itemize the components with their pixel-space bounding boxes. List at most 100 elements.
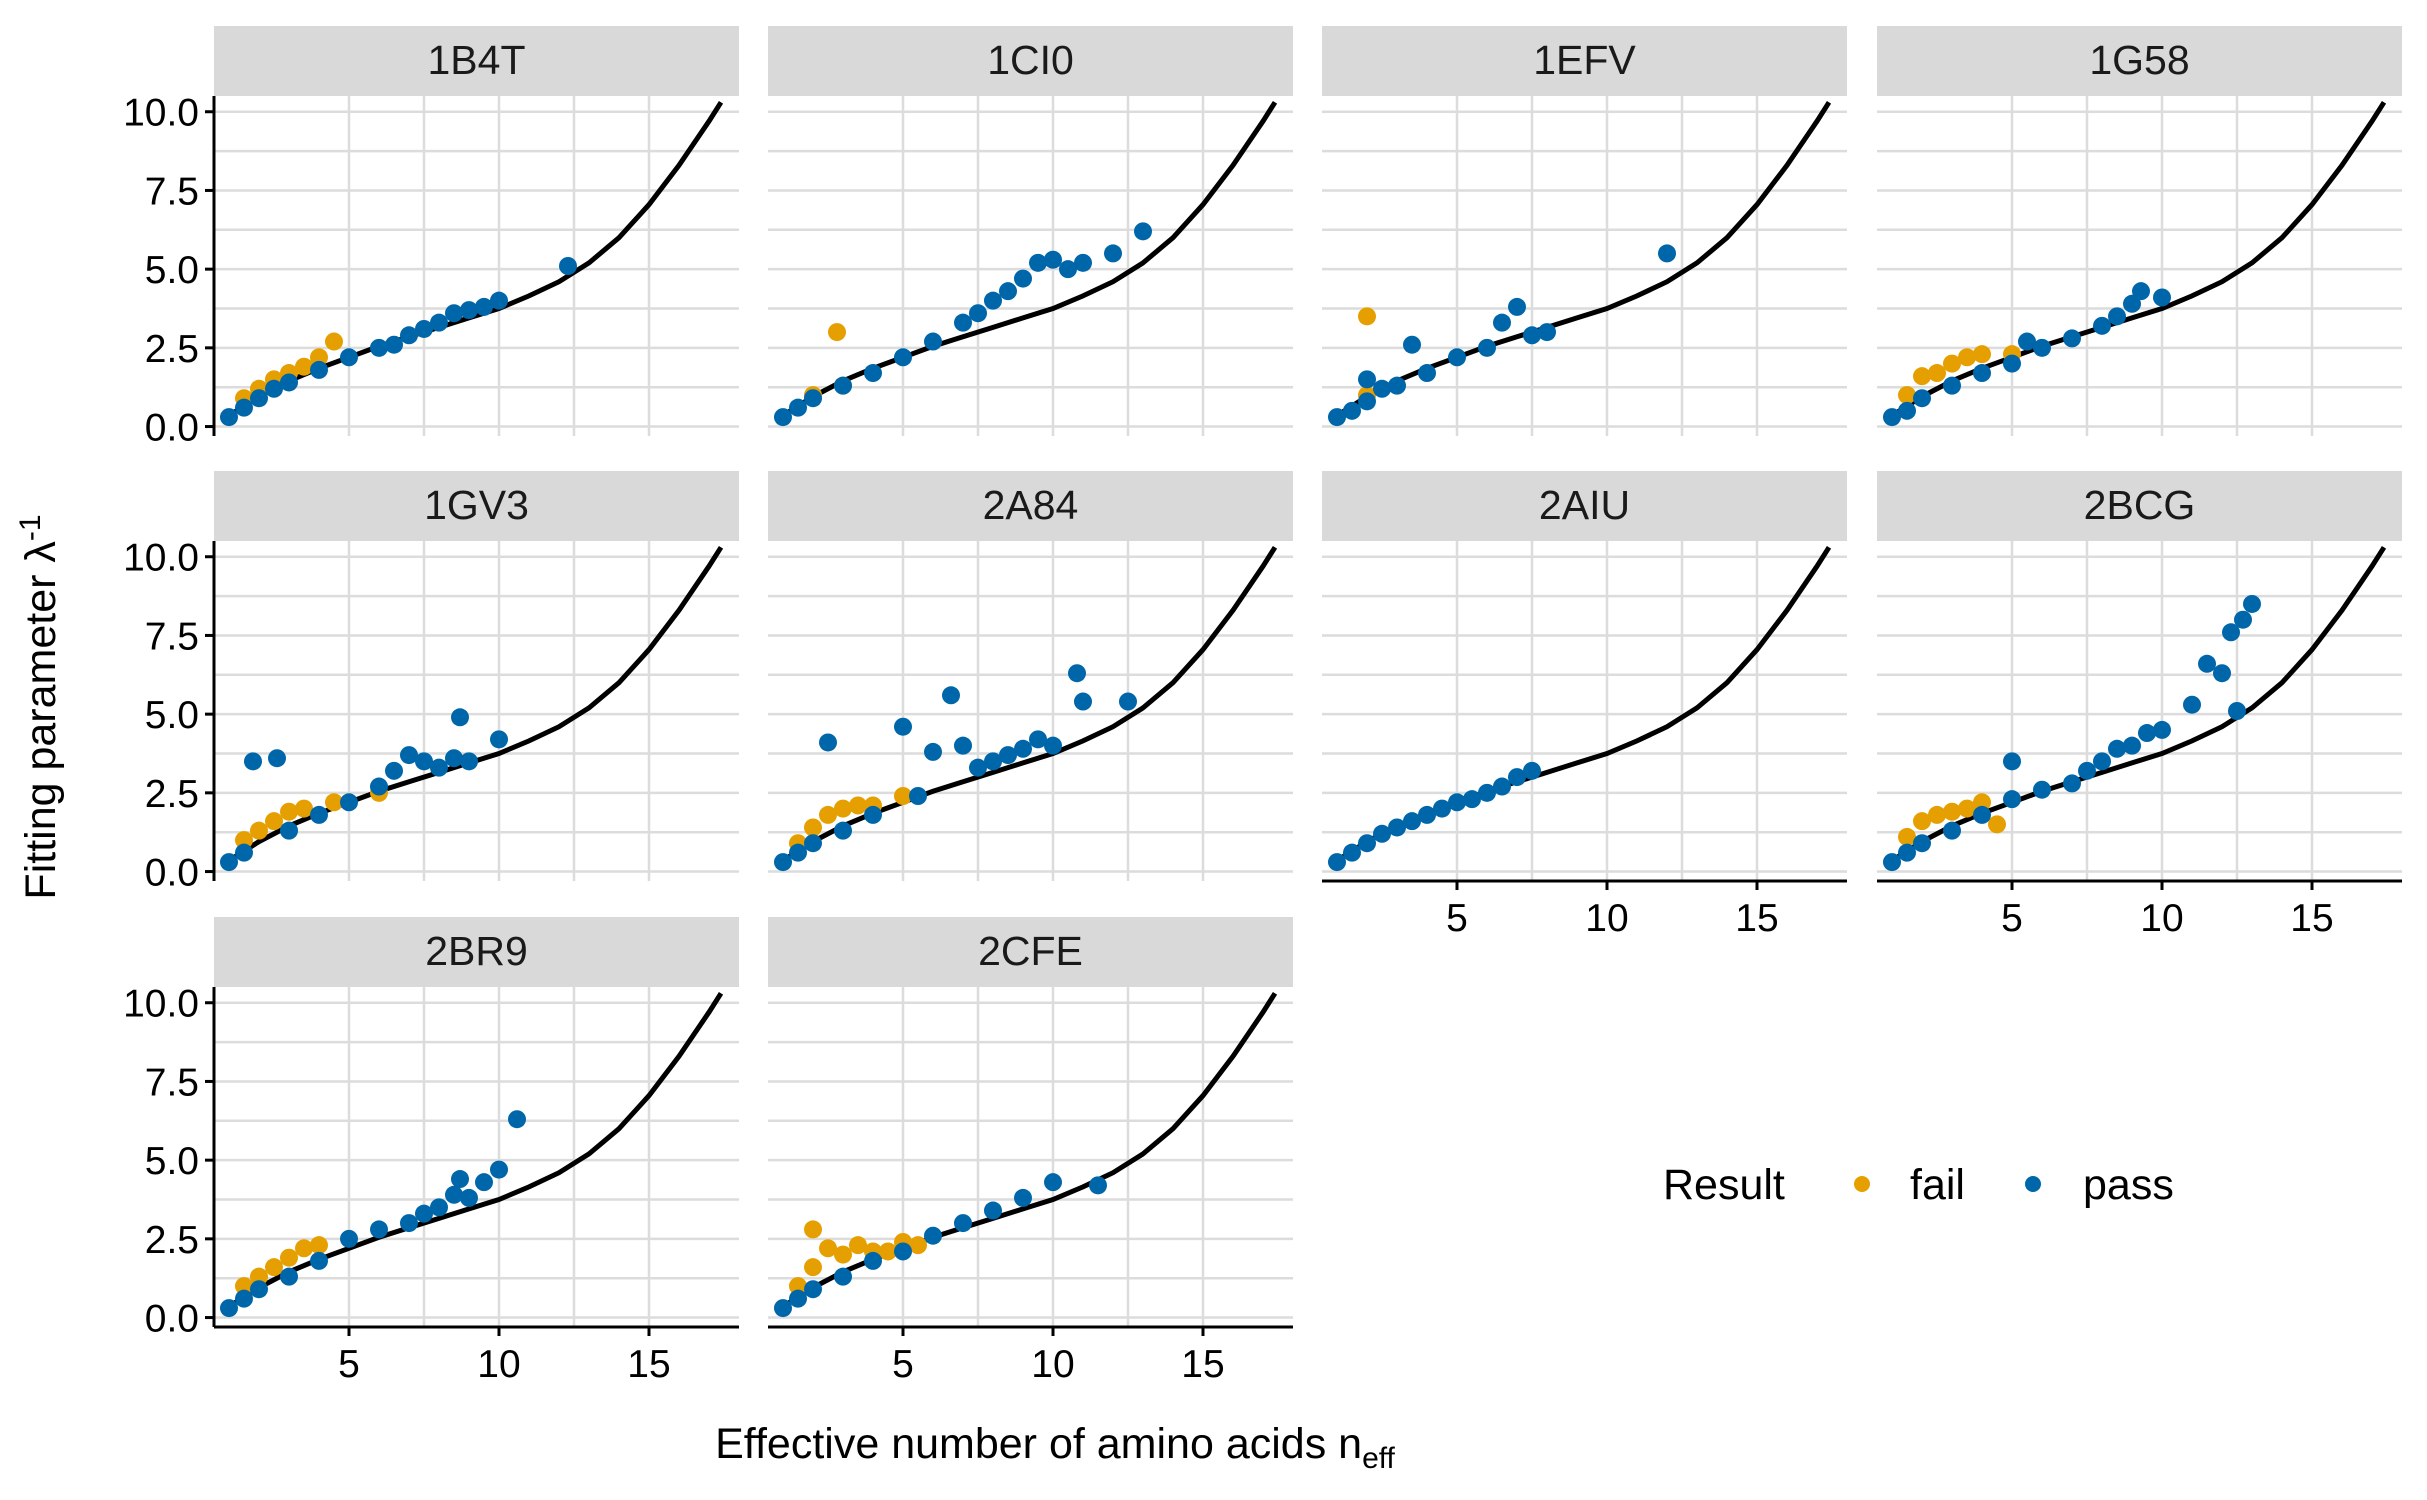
point-pass xyxy=(1044,250,1062,269)
point-pass xyxy=(2033,338,2051,357)
facet-panel-1ci0: 1CI0 xyxy=(768,26,1293,436)
point-pass xyxy=(1478,338,1496,357)
point-pass xyxy=(1358,370,1376,389)
point-fail xyxy=(295,357,313,376)
point-pass xyxy=(1044,1173,1062,1192)
point-fail xyxy=(1958,799,1976,818)
point-fail xyxy=(265,812,283,831)
point-pass xyxy=(1973,805,1991,824)
point-pass xyxy=(2108,307,2126,326)
point-pass xyxy=(1373,379,1391,398)
facet-panel-1g58: 1G58 xyxy=(1877,26,2402,436)
point-pass xyxy=(942,686,960,705)
point-fail xyxy=(1928,364,1946,383)
theory-curve xyxy=(1890,100,2387,418)
point-pass xyxy=(1343,401,1361,420)
point-fail xyxy=(1973,345,1991,364)
point-pass xyxy=(1388,376,1406,395)
point-pass xyxy=(1493,313,1511,332)
data-points xyxy=(1883,282,2171,427)
facet-strip xyxy=(1877,471,2402,541)
point-pass xyxy=(2093,316,2111,335)
point-pass xyxy=(1418,805,1436,824)
point-pass xyxy=(1883,853,1901,872)
point-pass xyxy=(1418,364,1436,383)
facet-panel-2bcg: 2BCG 5 10 15 xyxy=(1877,471,2402,940)
x-tick-label: 10 xyxy=(1031,1343,1074,1386)
point-pass xyxy=(864,364,882,383)
facet-panel-1efv: 1EFV xyxy=(1322,26,1847,436)
x-axis-title-main: Effective number of amino acids n xyxy=(715,1420,1362,1468)
point-pass xyxy=(819,733,837,752)
point-pass xyxy=(2183,695,2201,714)
point-pass xyxy=(460,301,478,320)
point-pass xyxy=(1448,793,1466,812)
point-fail xyxy=(828,323,846,342)
point-pass xyxy=(894,348,912,367)
facet-strip xyxy=(214,26,739,96)
point-pass xyxy=(2243,594,2261,613)
point-pass xyxy=(430,1198,448,1217)
x-tick-label: 15 xyxy=(2290,897,2333,940)
x-axis-title: Effective number of amino acids neff xyxy=(715,1420,1395,1475)
legend-fail-swatch xyxy=(1854,1176,1870,1192)
point-pass xyxy=(834,821,852,840)
point-pass xyxy=(864,1251,882,1270)
point-pass xyxy=(1943,821,1961,840)
point-fail xyxy=(804,1258,822,1277)
point-pass xyxy=(1134,222,1152,241)
legend: Result fail pass xyxy=(1663,1161,2174,1209)
point-pass xyxy=(789,843,807,862)
facet-strip-label: 2A84 xyxy=(983,482,1079,528)
x-axis: 5 10 15 xyxy=(214,1325,739,1386)
point-pass xyxy=(445,749,463,768)
point-pass xyxy=(954,736,972,755)
y-tick-label: 7.5 xyxy=(145,615,199,658)
point-pass xyxy=(220,853,238,872)
point-fail xyxy=(804,818,822,837)
point-pass xyxy=(1478,783,1496,802)
point-pass xyxy=(280,821,298,840)
point-pass xyxy=(2018,332,2036,351)
facet-strip xyxy=(1877,26,2402,96)
point-pass xyxy=(804,1280,822,1299)
point-fail xyxy=(1958,348,1976,367)
point-fail xyxy=(789,1277,807,1296)
x-tick-label: 15 xyxy=(1181,1343,1224,1386)
point-pass xyxy=(1913,834,1931,853)
gridlines xyxy=(768,96,1293,436)
point-pass xyxy=(2003,354,2021,373)
point-fail xyxy=(1988,815,2006,834)
gridlines xyxy=(1322,541,1847,881)
point-pass xyxy=(1523,326,1541,345)
facet-strip xyxy=(214,471,739,541)
point-pass xyxy=(2033,780,2051,799)
point-fail xyxy=(310,348,328,367)
point-pass xyxy=(924,1226,942,1245)
point-pass xyxy=(804,834,822,853)
point-pass xyxy=(415,319,433,338)
point-pass xyxy=(220,408,238,427)
point-fail xyxy=(1898,386,1916,405)
y-tick-label: 5.0 xyxy=(145,249,199,292)
y-tick-label: 2.5 xyxy=(145,328,199,371)
facet-strip xyxy=(768,26,1293,96)
point-pass xyxy=(1463,790,1481,809)
data-points xyxy=(1328,761,1541,872)
point-pass xyxy=(430,313,448,332)
point-fail xyxy=(1943,802,1961,821)
axis-titles: Effective number of amino acids neff Fit… xyxy=(14,514,1396,1475)
point-pass xyxy=(789,1289,807,1308)
point-pass xyxy=(1898,843,1916,862)
y-tick-label: 5.0 xyxy=(145,694,199,737)
point-pass xyxy=(445,1185,463,1204)
facet-strip xyxy=(768,917,1293,987)
point-pass xyxy=(451,1170,469,1189)
facet-strip-label: 1CI0 xyxy=(987,37,1074,83)
point-fail xyxy=(1928,805,1946,824)
facet-panel-1gv3: 1GV3 0.0 2.5 5.0 7.5 10.0 xyxy=(123,471,739,895)
data-points xyxy=(774,664,1137,872)
point-pass xyxy=(954,313,972,332)
point-pass xyxy=(774,408,792,427)
